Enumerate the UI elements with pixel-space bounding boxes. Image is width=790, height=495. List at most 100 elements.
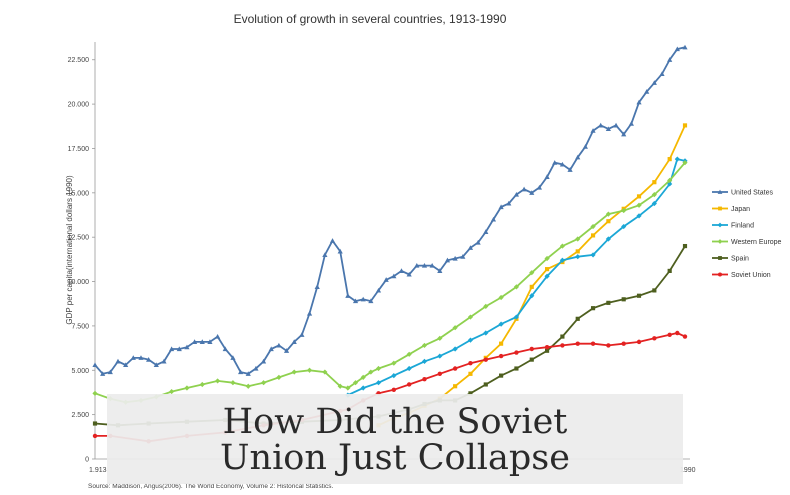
data-point-japan — [667, 157, 672, 162]
data-point-soviet-union — [391, 387, 397, 393]
data-point-united-states — [490, 216, 497, 222]
series-line-western-europe — [94, 162, 686, 404]
data-point-western-europe — [169, 388, 175, 395]
data-point-western-europe — [605, 211, 611, 217]
data-point-soviet-union — [675, 330, 680, 336]
data-point-spain — [590, 306, 596, 311]
headline-line-2: Union Just Collapse — [220, 438, 570, 478]
data-point-united-states — [169, 346, 175, 352]
data-point-finland — [513, 314, 520, 320]
data-point-united-states — [529, 190, 535, 195]
legend-label: United States — [731, 190, 774, 197]
data-point-united-states — [621, 131, 627, 137]
data-point-spain — [499, 373, 504, 378]
data-point-western-europe — [360, 374, 366, 380]
data-point-united-states — [475, 239, 481, 245]
data-point-united-states — [460, 254, 466, 259]
data-point-japan — [682, 123, 688, 128]
data-point-united-states — [176, 346, 182, 352]
data-point-spain — [560, 334, 565, 339]
data-point-united-states — [398, 268, 405, 273]
data-point-western-europe — [345, 385, 351, 391]
data-point-united-states — [429, 262, 435, 268]
data-point-japan — [636, 194, 642, 199]
data-point-united-states — [345, 293, 351, 298]
data-point-united-states — [214, 333, 221, 339]
data-point-united-states — [521, 186, 527, 192]
data-point-finland — [437, 353, 443, 359]
legend-label: Western Europe — [731, 239, 782, 246]
data-point-japan — [575, 249, 580, 254]
data-point-spain — [606, 300, 611, 305]
data-point-western-europe — [544, 255, 550, 262]
legend-label: Japan — [731, 206, 750, 213]
data-point-soviet-union — [621, 341, 626, 346]
data-point-united-states — [230, 355, 236, 360]
legend-swatch-marker — [717, 272, 723, 277]
legend-item-soviet-union: Soviet Union — [712, 272, 771, 279]
data-point-finland — [483, 330, 489, 336]
data-point-united-states — [636, 99, 642, 105]
y-tick-label: 15.000 — [68, 190, 90, 197]
data-point-finland — [575, 254, 581, 260]
y-tick-label: 7.500 — [71, 323, 89, 330]
data-point-soviet-union — [636, 339, 642, 345]
data-point-western-europe — [513, 284, 520, 290]
data-point-united-states — [444, 257, 451, 263]
data-point-finland — [406, 365, 412, 372]
data-point-western-europe — [245, 383, 251, 389]
data-point-spain — [652, 288, 657, 293]
data-point-japan — [652, 180, 657, 185]
data-point-soviet-union — [560, 343, 565, 348]
data-point-united-states — [590, 128, 596, 133]
data-point-western-europe — [651, 192, 657, 198]
data-point-united-states — [337, 248, 343, 254]
y-tick-label: 20.000 — [68, 102, 90, 109]
data-point-united-states — [199, 339, 205, 344]
data-point-finland — [544, 273, 550, 279]
data-point-finland — [375, 380, 382, 386]
data-point-united-states — [559, 161, 566, 167]
data-point-western-europe — [406, 351, 412, 357]
data-point-western-europe — [92, 390, 98, 396]
data-point-western-europe — [467, 314, 474, 320]
data-point-western-europe — [184, 385, 190, 391]
data-point-western-europe — [337, 383, 343, 389]
data-point-united-states — [406, 271, 412, 277]
data-point-western-europe — [421, 342, 428, 349]
data-point-united-states — [329, 238, 336, 243]
data-point-united-states — [245, 371, 251, 376]
data-point-united-states — [414, 262, 420, 268]
data-point-western-europe — [375, 365, 382, 372]
data-point-western-europe — [291, 369, 297, 375]
headline-line-1: How Did the Soviet — [222, 402, 568, 442]
data-point-western-europe — [667, 177, 673, 184]
data-point-western-europe — [322, 369, 328, 375]
data-point-united-states — [184, 344, 190, 350]
source-note: Source: Maddison, Angus(2006). The World… — [88, 483, 334, 490]
data-point-western-europe — [260, 380, 267, 386]
data-point-united-states — [283, 348, 290, 353]
data-point-spain — [92, 421, 98, 426]
data-point-finland — [421, 358, 428, 365]
data-point-united-states — [667, 57, 673, 62]
x-tick-label-end: 1990 — [680, 467, 696, 474]
data-point-spain — [682, 243, 688, 249]
legend-swatch-marker — [718, 206, 722, 211]
legend-item-western-europe: Western Europe — [712, 239, 782, 246]
data-point-japan — [529, 284, 534, 289]
y-tick-label: 0 — [85, 457, 89, 464]
data-point-japan — [499, 341, 504, 346]
data-point-united-states — [314, 284, 320, 289]
data-point-united-states — [483, 229, 489, 234]
legend-item-united-states: United States — [712, 190, 774, 197]
data-point-united-states — [582, 144, 588, 149]
data-point-spain — [575, 316, 580, 321]
series-western-europe — [92, 160, 688, 405]
data-point-united-states — [467, 245, 474, 250]
data-point-finland — [674, 156, 680, 162]
legend-item-spain: Spain — [712, 256, 749, 263]
y-tick-label: 5.000 — [71, 368, 89, 375]
data-point-united-states — [536, 184, 543, 190]
data-point-western-europe — [636, 202, 642, 208]
